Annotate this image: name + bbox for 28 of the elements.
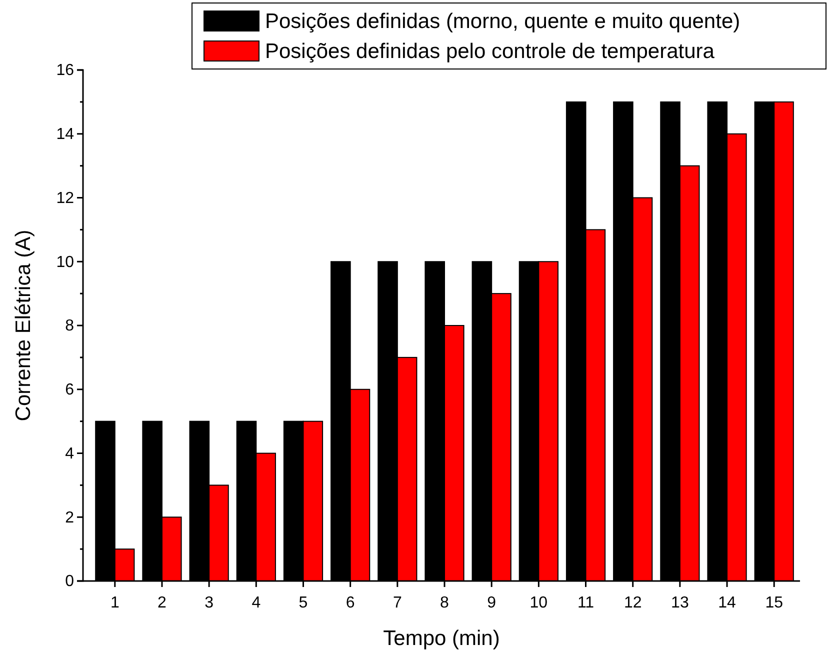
- y-tick-label: 14: [56, 126, 74, 143]
- y-tick-label: 10: [56, 254, 74, 271]
- x-tick-label: 10: [530, 594, 548, 612]
- y-tick-label: 2: [65, 509, 74, 526]
- x-tick-label: 2: [158, 594, 167, 612]
- y-tick-label: 12: [56, 190, 74, 207]
- x-tick-label: 8: [440, 594, 450, 612]
- y-tick-label: 4: [65, 445, 74, 462]
- y-tick-label: 16: [56, 62, 74, 80]
- x-tick-label: 13: [671, 594, 689, 612]
- x-tick-label: 5: [298, 594, 308, 612]
- y-tick-label: 0: [65, 573, 74, 590]
- x-tick-label: 1: [110, 594, 120, 612]
- legend-label: Posições definidas (morno, quente e muito quente): [265, 10, 740, 33]
- x-tick-label: 6: [346, 594, 355, 612]
- y-axis-title: Corrente Elétrica (A): [12, 230, 35, 422]
- x-axis-title: Tempo (min): [383, 627, 500, 650]
- x-tick-label: 11: [577, 594, 594, 612]
- x-tick-label: 9: [487, 594, 496, 612]
- x-tick-label: 12: [624, 594, 642, 612]
- legend-label: Posições definidas pelo controle de temperatura: [265, 40, 715, 63]
- y-tick-label: 6: [65, 381, 74, 398]
- y-tick-label: 8: [65, 318, 74, 335]
- x-tick-label: 14: [718, 594, 736, 612]
- x-tick-label: 15: [765, 594, 784, 612]
- x-tick-label: 7: [392, 594, 402, 612]
- x-tick-label: 3: [204, 594, 214, 612]
- x-tick-label: 4: [252, 594, 261, 612]
